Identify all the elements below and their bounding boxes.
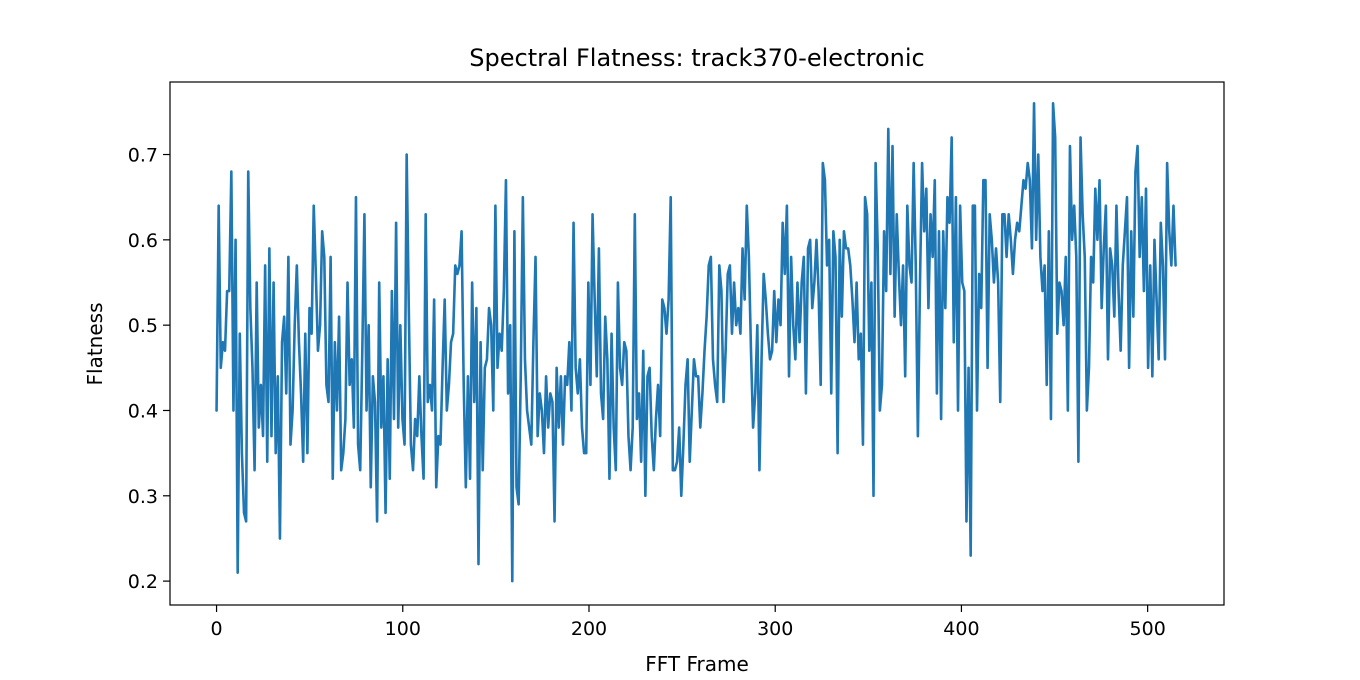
y-tick-label: 0.3 — [128, 486, 158, 508]
chart-title: Spectral Flatness: track370-electronic — [469, 44, 924, 72]
y-tick-label: 0.2 — [128, 571, 158, 593]
plot-area-frame — [169, 81, 1225, 606]
y-axis: 0.2 0.3 0.4 0.5 0.6 0.7 — [128, 145, 170, 593]
y-tick-label: 0.5 — [128, 315, 158, 337]
x-axis-label: FFT Frame — [645, 652, 749, 676]
series-line-flatness — [215, 102, 1177, 583]
y-axis-label: Flatness — [83, 303, 107, 386]
x-tick-label: 300 — [757, 618, 793, 640]
x-tick-label: 0 — [211, 618, 223, 640]
x-tick-label: 100 — [385, 618, 421, 640]
x-tick-label: 200 — [571, 618, 607, 640]
y-tick-label: 0.7 — [128, 145, 158, 167]
y-tick-label: 0.6 — [128, 230, 158, 252]
x-axis: 0 100 200 300 400 500 — [211, 605, 1166, 640]
x-tick-label: 400 — [943, 618, 979, 640]
x-tick-label: 500 — [1130, 618, 1166, 640]
y-tick-label: 0.4 — [128, 400, 158, 422]
